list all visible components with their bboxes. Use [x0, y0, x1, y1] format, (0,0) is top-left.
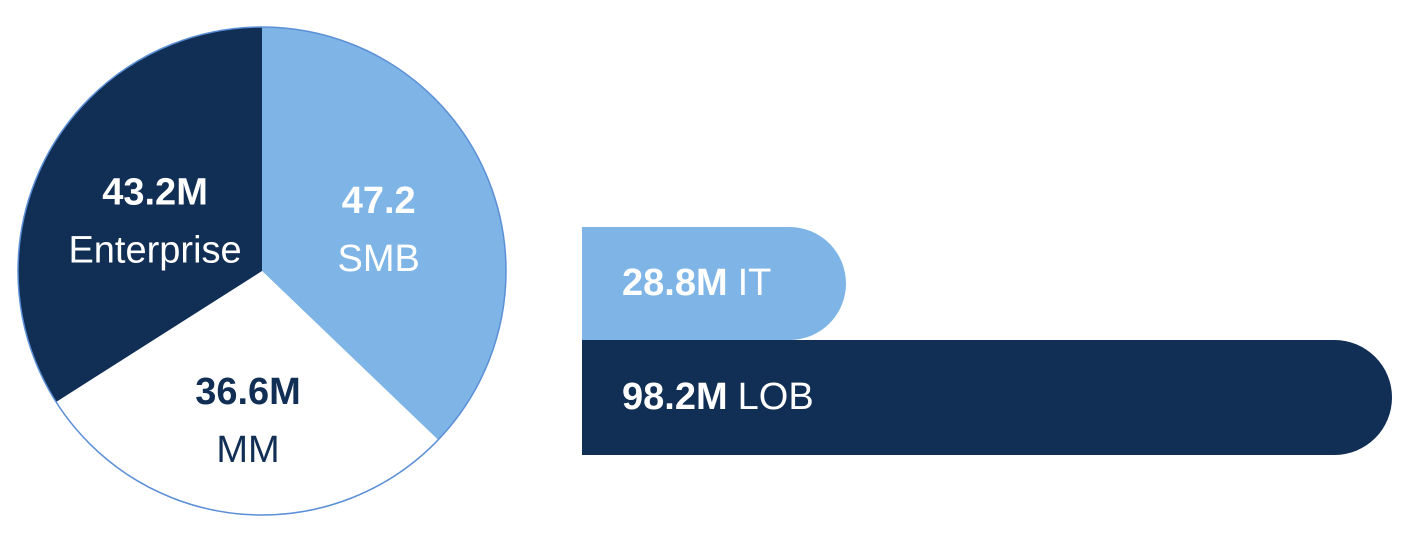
pie-slice-smb-value: 47.2 [342, 180, 416, 222]
pie-slice-enterprise-value: 43.2M [102, 171, 208, 213]
bar-it-label: IT [737, 262, 772, 304]
bar-it-value: 28.8M [622, 262, 728, 304]
pie-slice-enterprise [18, 27, 263, 402]
pie-slice-mm-value: 36.6M [195, 371, 301, 413]
pie-slice-smb [262, 27, 506, 440]
bar-lob-value: 98.2M [622, 376, 728, 418]
pie-slice-smb-label: SMB [338, 238, 420, 280]
bar-lob: 98.2M LOB [582, 340, 1392, 455]
bar-lob-label: LOB [737, 376, 814, 418]
pie-slice-mm [56, 271, 439, 515]
pie-slice-enterprise-label: Enterprise [68, 229, 241, 271]
bar-it: 28.8M IT [582, 227, 846, 340]
pie-chart: 47.2 SMB 36.6M MM 43.2M Enterprise [17, 26, 507, 516]
pie-labels: 47.2 SMB 36.6M MM 43.2M Enterprise [68, 171, 419, 471]
pie-slices [18, 27, 506, 515]
pie-outline [17, 26, 507, 516]
pie-slice-mm-label: MM [216, 429, 279, 471]
